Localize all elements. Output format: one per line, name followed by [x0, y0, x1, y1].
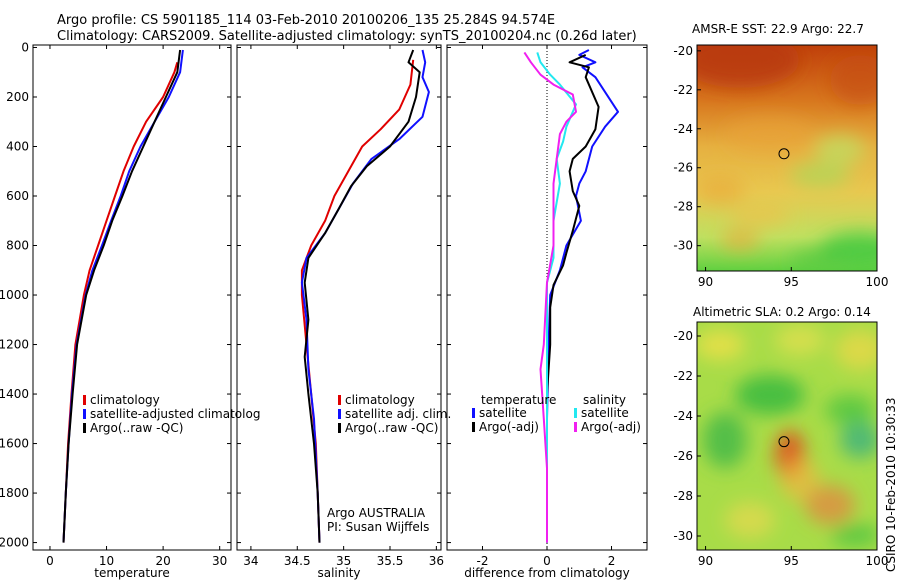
y-tick-label: 1400 [0, 387, 29, 401]
legend-label: Argo(..raw -QC) [90, 421, 183, 435]
series-satellite [300, 49, 430, 543]
x-tick-label: 36 [429, 554, 444, 568]
legend-label: satellite [479, 406, 527, 420]
legend-swatch [83, 395, 86, 405]
map-y-tick-label: -24 [673, 409, 693, 423]
float-owner-annotation: PI: Susan Wijffels [327, 520, 429, 534]
y-tick-label: 0 [21, 40, 29, 54]
legend-swatch [338, 395, 341, 405]
legend-swatch [472, 408, 475, 418]
sla-map: Altimetric SLA: 0.2 Argo: 0.14 90 95 100 -2… [673, 305, 888, 568]
x-axis-label: temperature [94, 566, 169, 580]
series-argo [303, 49, 421, 543]
sst-map-frame [696, 44, 878, 272]
series-sal_satellite [536, 52, 577, 543]
legend-label: satellite [581, 406, 629, 420]
series-argo [62, 49, 182, 543]
panel-frame [32, 44, 232, 551]
sst-map-title: AMSR-E SST: 22.9 Argo: 22.7 [692, 22, 864, 36]
x-axis-label: salinity [317, 566, 360, 580]
float-owner-annotation: Argo AUSTRALIA [327, 506, 426, 520]
legend-swatch [574, 422, 577, 432]
map-x-tick-label: 95 [784, 275, 799, 289]
map-y-tick-label: -26 [673, 161, 693, 175]
map-y-tick-label: -22 [673, 369, 693, 383]
legend-label: Argo(..raw -QC) [345, 421, 438, 435]
header-line-2: Climatology: CARS2009. Satellite-adjuste… [57, 29, 637, 44]
map-x-tick-label: 100 [866, 275, 889, 289]
map-x-tick-label: 100 [866, 554, 889, 568]
map-x-tick-label: 95 [784, 554, 799, 568]
x-tick-label: 34.5 [284, 554, 311, 568]
panel-frame [236, 44, 442, 551]
y-tick-label: 600 [6, 189, 29, 203]
x-tick-label: 0 [543, 554, 551, 568]
map-y-tick-label: -20 [673, 329, 693, 343]
x-tick-label: 20 [155, 554, 170, 568]
legend-label: climatology [345, 393, 415, 407]
y-tick-label: 1000 [0, 288, 29, 302]
map-y-tick-label: -24 [673, 122, 693, 136]
sla-map-axes: 90 95 100 -20 -22 -24 -26 -28 -30 [673, 329, 888, 568]
series-sal_argo [523, 51, 577, 543]
series-temp_argo [546, 53, 600, 543]
map-y-tick-label: -28 [673, 489, 693, 503]
legend-label: satellite adj. clim. [345, 407, 451, 421]
legend-swatch [338, 409, 341, 419]
profile-panel-2: 34 34.5 35 35.5 36 salinity climatologysatelli… [236, 44, 451, 580]
x-tick-label: 0 [46, 554, 54, 568]
map-y-tick-label: -30 [673, 239, 693, 253]
profile-panel-1: 0 10 20 30 temperature 0 200 400 600 800 1000 1200 1… [0, 40, 260, 580]
legend-label: satellite-adjusted climatolog [90, 407, 260, 421]
legend-title-temperature: temperature [481, 393, 556, 407]
sla-map-title: Altimetric SLA: 0.2 Argo: 0.14 [693, 305, 871, 319]
x-tick-label: 2 [608, 554, 616, 568]
argo-location-marker [778, 148, 790, 160]
map-y-tick-label: -26 [673, 449, 693, 463]
y-tick-label: 2000 [0, 536, 29, 550]
legend-swatch [83, 423, 86, 433]
y-tick-label: 1600 [0, 437, 29, 451]
legend-label: Argo(-adj) [479, 420, 539, 434]
header-line-1: Argo profile: CS 5901185_114 03-Feb-2010… [57, 13, 556, 28]
x-tick-label: 10 [99, 554, 114, 568]
sst-map: AMSR-E SST: 22.9 Argo: 22.7 90 95 100 -20 -2… [673, 22, 888, 289]
legend-swatch [472, 422, 475, 432]
x-tick-label: 35.5 [377, 554, 404, 568]
map-y-tick-label: -20 [673, 44, 693, 58]
series-satellite [62, 49, 184, 543]
y-tick-label: 400 [6, 139, 29, 153]
legend-label: climatology [90, 393, 160, 407]
legend-swatch [83, 409, 86, 419]
legend-swatch [338, 423, 341, 433]
sla-map-frame [696, 321, 878, 551]
map-y-tick-label: -22 [673, 83, 693, 97]
y-tick-label: 1800 [0, 486, 29, 500]
argo-location-marker [778, 436, 790, 448]
x-tick-label: 30 [212, 554, 227, 568]
y-tick-label: 1200 [0, 338, 29, 352]
legend-swatch [574, 408, 577, 418]
map-x-tick-label: 90 [698, 554, 713, 568]
y-tick-label: 200 [6, 90, 29, 104]
map-y-tick-label: -28 [673, 200, 693, 214]
legend-title-salinity: salinity [583, 393, 626, 407]
series-climatology [62, 62, 179, 543]
x-tick-label: -2 [476, 554, 488, 568]
x-tick-label: 35 [336, 554, 351, 568]
x-axis-label: difference from climatology [464, 566, 630, 580]
profile-panels: 0 10 20 30temperature0200400600800100012001… [0, 40, 648, 580]
sst-map-axes: 90 95 100 -20 -22 -24 -26 -28 -30 [673, 44, 888, 289]
series-climatology [300, 59, 415, 543]
series-temp_satellite [546, 49, 619, 543]
y-tick-label: 800 [6, 239, 29, 253]
map-y-tick-label: -30 [673, 529, 693, 543]
legend-label: Argo(-adj) [581, 420, 641, 434]
map-x-tick-label: 90 [698, 275, 713, 289]
x-tick-label: 34 [243, 554, 258, 568]
